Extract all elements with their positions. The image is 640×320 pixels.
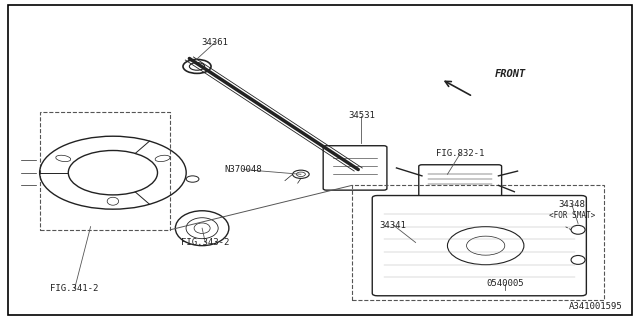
FancyBboxPatch shape bbox=[323, 146, 387, 190]
Text: FRONT: FRONT bbox=[495, 69, 527, 79]
Ellipse shape bbox=[571, 225, 585, 234]
Text: 34361: 34361 bbox=[202, 38, 228, 47]
Ellipse shape bbox=[571, 255, 585, 264]
Text: A341001595: A341001595 bbox=[569, 302, 623, 311]
Text: FIG.341-2: FIG.341-2 bbox=[51, 284, 99, 293]
Text: 34341: 34341 bbox=[380, 220, 406, 229]
Text: FIG.343-2: FIG.343-2 bbox=[181, 238, 230, 247]
Circle shape bbox=[183, 60, 211, 73]
Text: 34531: 34531 bbox=[348, 111, 375, 120]
Bar bbox=[352, 185, 604, 300]
Ellipse shape bbox=[175, 211, 229, 246]
Text: 0540005: 0540005 bbox=[486, 279, 524, 288]
Bar bbox=[40, 112, 170, 230]
Text: FIG.832-1: FIG.832-1 bbox=[436, 149, 484, 158]
Text: N370048: N370048 bbox=[225, 165, 262, 174]
FancyBboxPatch shape bbox=[372, 196, 586, 296]
FancyBboxPatch shape bbox=[419, 165, 502, 200]
Circle shape bbox=[292, 170, 309, 178]
Text: 34348: 34348 bbox=[558, 200, 585, 209]
Text: <FOR SMAT>: <FOR SMAT> bbox=[548, 211, 595, 220]
